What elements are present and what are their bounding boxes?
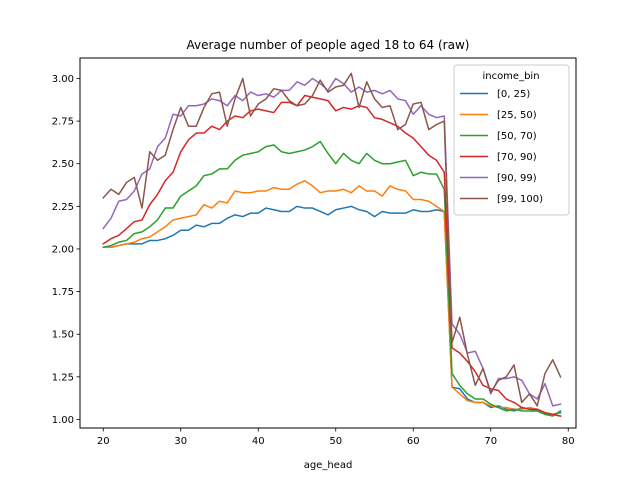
x-tick-label: 70	[484, 436, 497, 447]
series-layer	[102, 72, 562, 417]
y-axis: 1.00 1.25 1.50 1.75 2.00 2.25 2.50 2.75 3.00	[52, 74, 80, 426]
x-tick-label: 80	[562, 436, 575, 447]
legend-label-4: [90, 99)	[497, 173, 537, 184]
x-axis: 20 30 40 50 60 70 80	[97, 428, 575, 447]
series-line-5	[102, 72, 562, 407]
legend-label-5: [99, 100)	[497, 194, 543, 205]
y-tick-label: 1.00	[52, 415, 74, 426]
y-tick-label: 1.50	[52, 330, 74, 341]
plot-area: 20 30 40 50 60 70 80 1.00 1.25 1.50 1.75 2.00 2.25 2…	[52, 57, 577, 447]
series-line-3	[102, 94, 562, 417]
plot-frame	[79, 57, 577, 429]
y-tick-label: 1.75	[52, 287, 74, 298]
legend-label-1: [25, 50)	[497, 110, 537, 121]
y-tick-label: 3.00	[52, 74, 74, 85]
legend-items: [0, 25) [25, 50) [50, 70) [70, 90) [90, 99) […	[460, 89, 543, 205]
legend-title: income_bin	[482, 71, 539, 82]
y-tick-label: 2.75	[52, 117, 74, 128]
x-axis-label: age_head	[304, 460, 353, 471]
y-tick-label: 2.50	[52, 159, 74, 170]
x-tick-label: 20	[97, 436, 110, 447]
x-tick-label: 30	[174, 436, 187, 447]
x-tick-label: 60	[407, 436, 420, 447]
legend-label-2: [50, 70)	[497, 131, 537, 142]
series-line-1	[102, 180, 562, 417]
legend-label-3: [70, 90)	[497, 152, 537, 163]
x-tick-label: 40	[252, 436, 265, 447]
x-tick-label: 50	[329, 436, 342, 447]
series-line-2	[102, 140, 562, 417]
legend-label-0: [0, 25)	[497, 89, 530, 100]
chart-title: Average number of people aged 18 to 64 (…	[187, 38, 470, 52]
y-tick-label: 2.25	[52, 202, 74, 213]
y-tick-label: 1.25	[52, 372, 74, 383]
legend: income_bin [0, 25) [25, 50) [50, 70) [70, 9…	[453, 64, 570, 216]
y-tick-label: 2.00	[52, 244, 74, 255]
